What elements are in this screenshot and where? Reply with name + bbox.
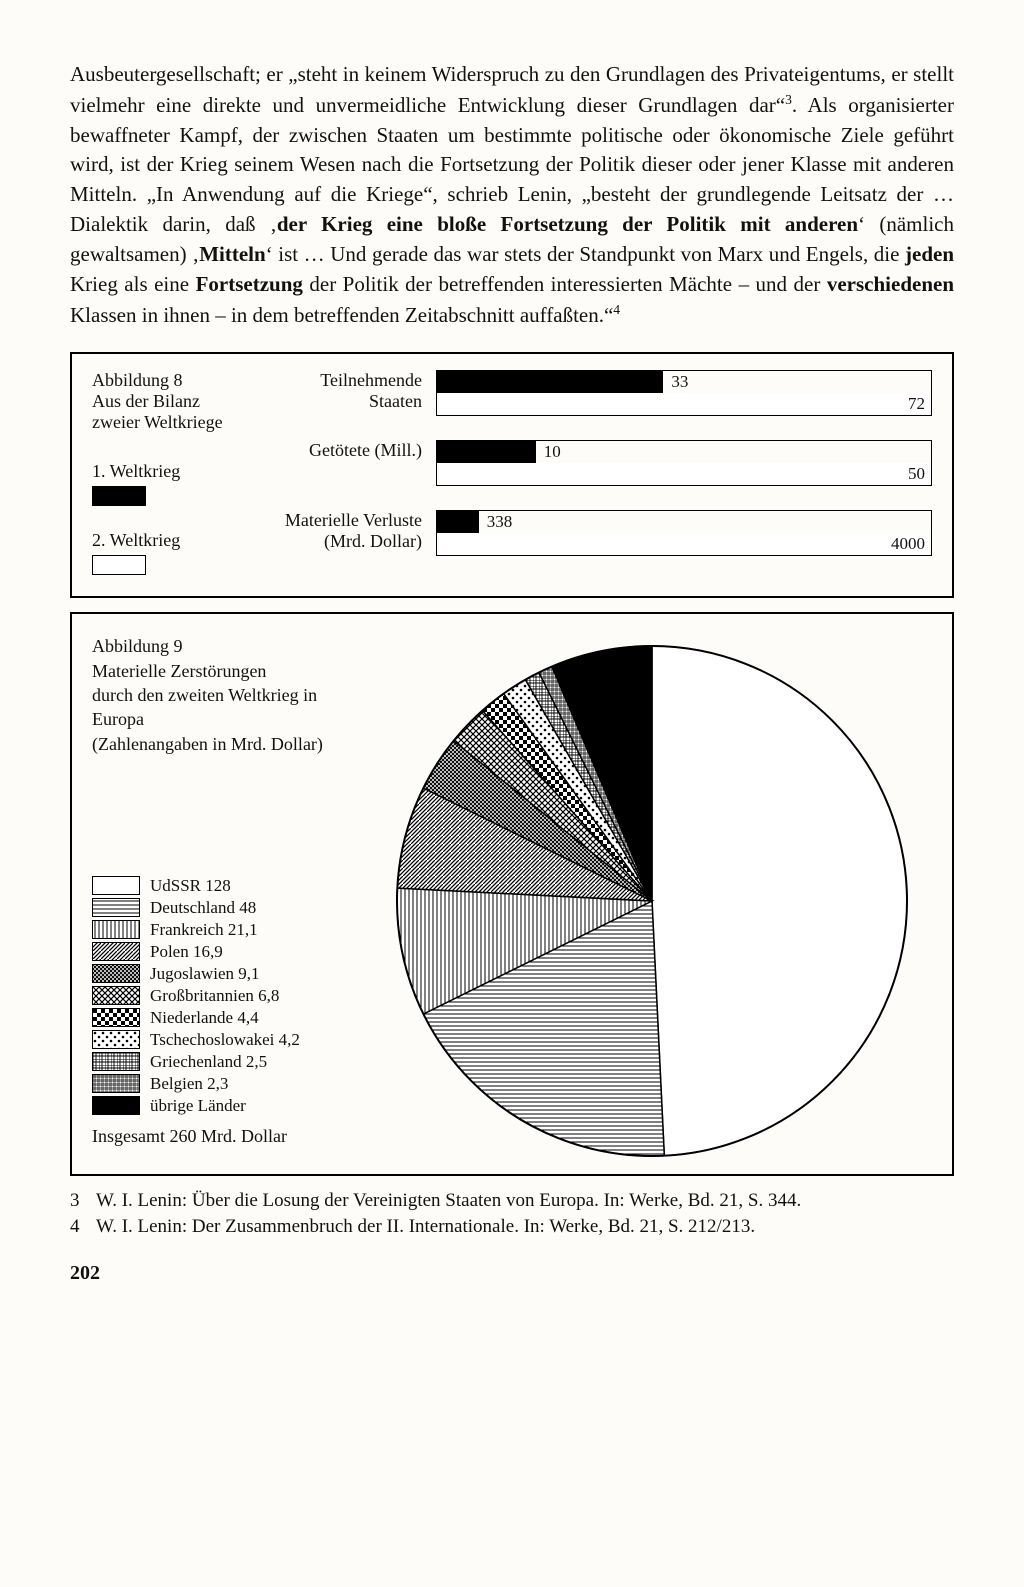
- legend-label: Frankreich 21,1: [150, 920, 258, 940]
- fig8-value: 338: [487, 512, 513, 532]
- legend-swatch: [92, 898, 140, 917]
- fig8-legend1-label: 1. Weltkrieg: [92, 461, 262, 482]
- fig9-legend-row: Belgien 2,3: [92, 1074, 372, 1094]
- fig8-caption-line: zweier Weltkriege: [92, 412, 262, 433]
- figure-9: Abbildung 9 Materielle Zerstörungen durc…: [70, 612, 954, 1176]
- legend-label: Tschechoslowakei 4,2: [150, 1030, 300, 1050]
- fig8-legend1-swatch: [92, 486, 146, 506]
- fig9-legend-row: Griechenland 2,5: [92, 1052, 372, 1072]
- footnote: 4W. I. Lenin: Der Zusammenbruch der II. …: [70, 1216, 954, 1238]
- legend-swatch: [92, 964, 140, 983]
- fig9-legend: UdSSR 128Deutschland 48Frankreich 21,1Po…: [92, 876, 372, 1118]
- legend-label: Belgien 2,3: [150, 1074, 228, 1094]
- legend-swatch: [92, 942, 140, 961]
- fig9-legend-row: übrige Länder: [92, 1096, 372, 1116]
- fig8-legend2-swatch: [92, 555, 146, 575]
- legend-swatch: [92, 1008, 140, 1027]
- footnote-number: 3: [70, 1190, 96, 1212]
- figure-8: Abbildung 8 Aus der Bilanz zweier Weltkr…: [70, 352, 954, 598]
- pie-chart: [395, 644, 909, 1158]
- legend-swatch: [92, 920, 140, 939]
- fig8-bar-pair: 33 72: [436, 370, 932, 416]
- fig9-legend-row: Tschechoslowakei 4,2: [92, 1030, 372, 1050]
- legend-label: UdSSR 128: [150, 876, 231, 896]
- legend-label: Polen 16,9: [150, 942, 223, 962]
- fig8-caption-line: Aus der Bilanz: [92, 391, 262, 412]
- fig9-caption: Abbildung 9 Materielle Zerstörungen durc…: [92, 634, 372, 755]
- footnote: 3W. I. Lenin: Über die Losung der Verein…: [70, 1190, 954, 1212]
- fig8-caption-line: Abbildung 8: [92, 370, 262, 391]
- legend-label: Niederlande 4,4: [150, 1008, 259, 1028]
- fig9-legend-row: Polen 16,9: [92, 942, 372, 962]
- footnote-text: W. I. Lenin: Der Zusammenbruch der II. I…: [96, 1216, 755, 1238]
- fig8-legend2-label: 2. Weltkrieg: [92, 530, 262, 551]
- legend-swatch: [92, 986, 140, 1005]
- fig8-row-label: Materielle Verluste(Mrd. Dollar): [262, 510, 422, 580]
- fig8-value: 33: [671, 372, 688, 392]
- fig9-legend-row: UdSSR 128: [92, 876, 372, 896]
- legend-label: übrige Länder: [150, 1096, 246, 1116]
- footnote-number: 4: [70, 1216, 96, 1238]
- legend-label: Griechenland 2,5: [150, 1052, 267, 1072]
- fig8-value: 4000: [891, 534, 925, 554]
- footnotes: 3W. I. Lenin: Über die Losung der Verein…: [70, 1190, 954, 1238]
- legend-label: Jugoslawien 9,1: [150, 964, 260, 984]
- fig9-legend-row: Deutschland 48: [92, 898, 372, 918]
- fig9-legend-row: Frankreich 21,1: [92, 920, 372, 940]
- legend-label: Deutschland 48: [150, 898, 256, 918]
- legend-label: Großbritannien 6,8: [150, 986, 279, 1006]
- fig9-legend-row: Niederlande 4,4: [92, 1008, 372, 1028]
- page-number: 202: [70, 1262, 954, 1285]
- legend-swatch: [92, 1096, 140, 1115]
- fig8-value: 50: [908, 464, 925, 484]
- body-paragraph: Ausbeutergesellschaft; er „steht in kein…: [70, 60, 954, 330]
- fig8-bar-pair: 10 50: [436, 440, 932, 486]
- fig8-row-label: TeilnehmendeStaaten: [262, 370, 422, 440]
- legend-swatch: [92, 1074, 140, 1093]
- legend-swatch: [92, 1052, 140, 1071]
- fig9-legend-row: Großbritannien 6,8: [92, 986, 372, 1006]
- fig9-total: Insgesamt 260 Mrd. Dollar: [92, 1126, 372, 1147]
- pie-slice: [652, 646, 907, 1156]
- fig8-value: 10: [544, 442, 561, 462]
- legend-swatch: [92, 876, 140, 895]
- fig9-legend-row: Jugoslawien 9,1: [92, 964, 372, 984]
- fig8-row-label: Getötete (Mill.): [262, 440, 422, 510]
- footnote-text: W. I. Lenin: Über die Losung der Vereini…: [96, 1190, 801, 1212]
- fig8-value: 72: [908, 394, 925, 414]
- legend-swatch: [92, 1030, 140, 1049]
- fig8-bar-pair: 338 4000: [436, 510, 932, 556]
